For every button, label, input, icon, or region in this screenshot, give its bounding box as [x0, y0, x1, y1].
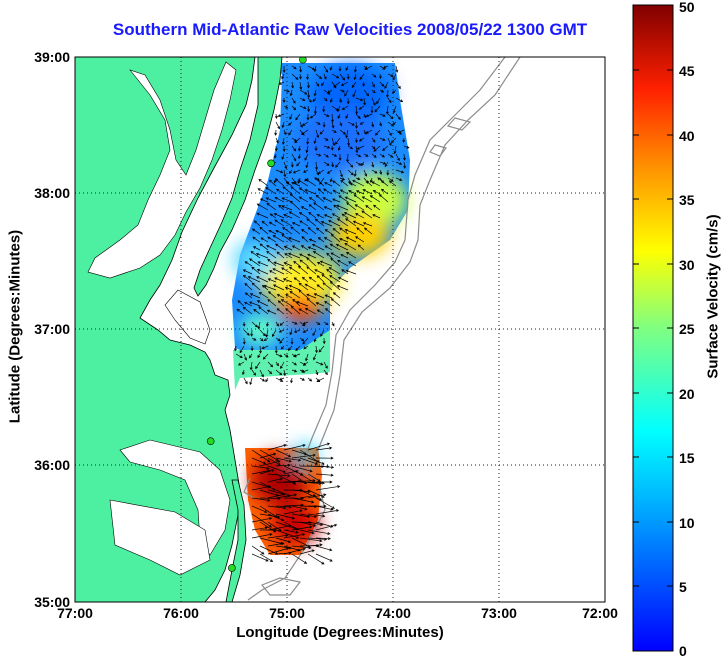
y-tick-label: 38:00: [34, 185, 70, 201]
colorbar-tick-label: 10: [679, 515, 695, 531]
x-tick-label: 72:00: [582, 605, 618, 621]
y-tick-label: 37:00: [34, 321, 70, 337]
station-marker: [267, 159, 275, 168]
colorbar-tick-label: 5: [679, 579, 687, 595]
colorbar-tick-label: 0: [679, 643, 687, 659]
colorbar-tick-label: 40: [679, 128, 695, 144]
axes-frame: [74, 56, 606, 603]
colorbar-tick-marks: [633, 69, 673, 587]
colorbar-tick-label: 15: [679, 450, 695, 466]
x-tick-label: 75:00: [269, 605, 305, 621]
bays: [87, 61, 237, 576]
x-tick-label: 73:00: [481, 605, 517, 621]
station-marker: [299, 57, 307, 64]
colorbar-tick-label: 25: [679, 321, 695, 337]
y-tick-label: 36:00: [34, 457, 70, 473]
colorbar-tick-label: 30: [679, 257, 695, 273]
colorbar-tick-label: 45: [679, 63, 695, 79]
y-tick-label: 35:00: [34, 594, 70, 610]
y-tick-label: 39:00: [34, 49, 70, 65]
map-title: Southern Mid-Atlantic Raw Velocities 200…: [112, 20, 588, 39]
x-tick-label: 77:00: [57, 605, 93, 621]
colorbar-tick-label: 50: [679, 0, 695, 15]
radar-stations: [206, 57, 307, 572]
colorbar-tick-label: 20: [679, 386, 695, 402]
colorbar-ticks: 50 45 40 35 30 25 20 15 10 5 0: [679, 0, 695, 659]
x-tick-label: 74:00: [375, 605, 411, 621]
x-ticks: 77:00 76:00 75:00 74:00 73:00 72:00: [57, 605, 618, 621]
x-axis-label: Longitude (Degrees:Minutes): [236, 624, 444, 641]
station-marker: [206, 437, 215, 446]
velocity-arrows: [233, 65, 410, 565]
y-ticks: 39:00 38:00 37:00 36:00 35:00: [34, 49, 70, 610]
grid-lines: [75, 57, 605, 602]
x-tick-label: 76:00: [163, 605, 199, 621]
bathymetry-contours: [243, 57, 521, 601]
station-marker: [228, 564, 236, 572]
colorbar-tick-label: 35: [679, 192, 695, 208]
y-axis-label: Latitude (Degrees:Minutes): [6, 229, 24, 424]
colorbar-label: Surface Velocity (cm/s): [704, 214, 722, 379]
